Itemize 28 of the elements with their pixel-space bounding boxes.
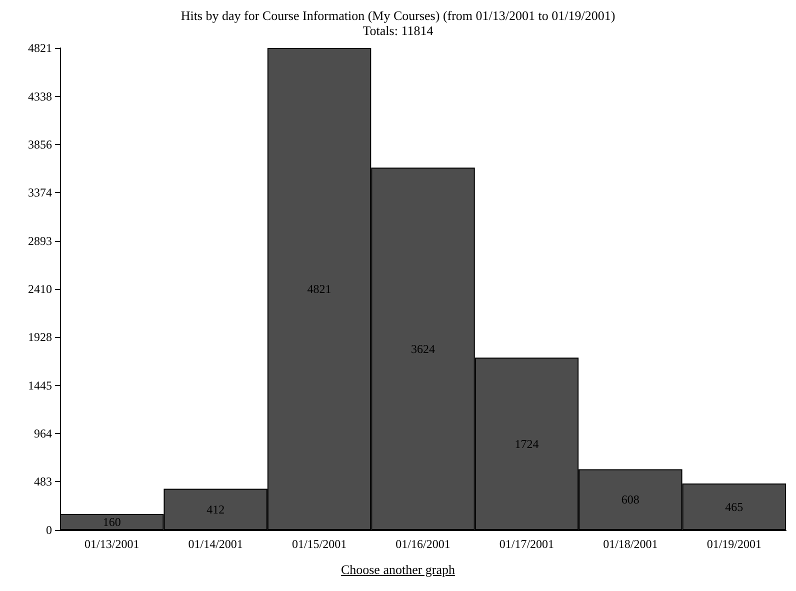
data-label: 608 bbox=[621, 492, 640, 507]
x-tick-label: 01/17/2001 bbox=[499, 537, 554, 551]
x-tick-label: 01/16/2001 bbox=[396, 537, 450, 551]
data-label: 3624 bbox=[411, 342, 435, 356]
x-tick-label: 01/15/2001 bbox=[292, 537, 347, 551]
y-tick-label: 3856 bbox=[28, 137, 52, 152]
x-tick-label: 01/18/2001 bbox=[603, 537, 658, 551]
x-tick-label: 01/14/2001 bbox=[188, 537, 243, 551]
y-tick-label: 4821 bbox=[28, 41, 52, 55]
text: Choose another graph bbox=[340, 562, 456, 578]
x-tick-label: 01/19/2001 bbox=[706, 537, 762, 551]
y-tick-label: 2893 bbox=[28, 234, 52, 248]
y-tick-label: 964 bbox=[34, 426, 52, 441]
data-label: 4821 bbox=[307, 282, 332, 296]
data-label: 1724 bbox=[514, 436, 539, 451]
data-label: 412 bbox=[206, 502, 225, 516]
data-label: 465 bbox=[725, 500, 744, 514]
data-label: 160 bbox=[102, 515, 121, 529]
chart-subtitle: Totals: 11814 bbox=[362, 23, 434, 38]
y-tick-label: 0 bbox=[46, 523, 52, 537]
y-tick-label: 1928 bbox=[28, 330, 52, 344]
y-tick-label: 483 bbox=[34, 474, 52, 489]
y-tick-label: 1445 bbox=[28, 378, 52, 393]
y-tick-label: 2410 bbox=[28, 282, 52, 296]
chart-title: Hits by day for Course Information (My Courses) (from 01/13/2001 to 01/19/2001) bbox=[180, 8, 616, 23]
y-tick-label: 3374 bbox=[28, 186, 52, 200]
y-tick-label: 4338 bbox=[28, 89, 52, 104]
x-tick-label: 01/13/2001 bbox=[84, 537, 140, 551]
